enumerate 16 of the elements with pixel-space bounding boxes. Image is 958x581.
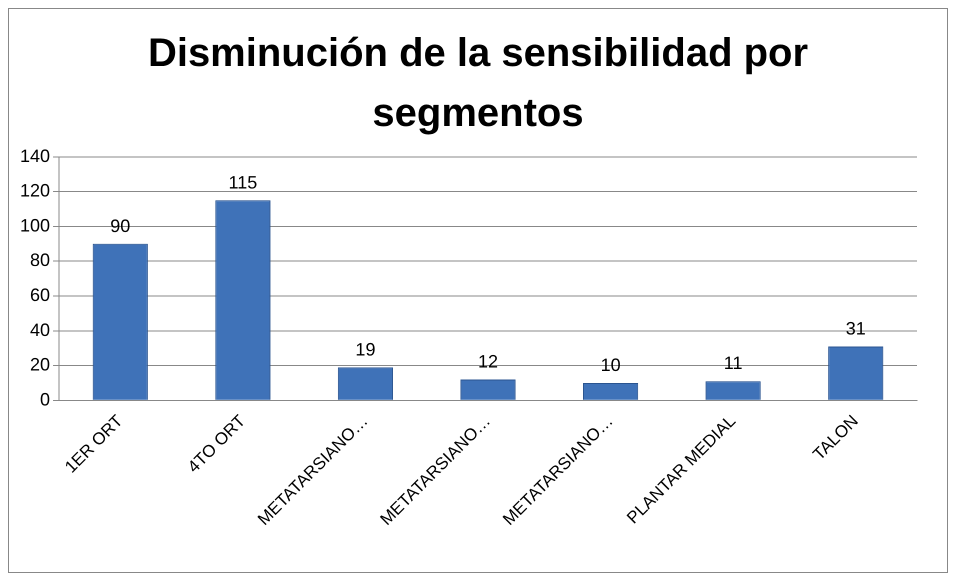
data-label: 11 (724, 353, 742, 374)
y-tick-label: 140 (20, 146, 50, 166)
data-label: 115 (228, 172, 258, 192)
y-tick-label: 120 (20, 180, 50, 201)
data-label: 90 (110, 216, 130, 236)
y-tick-label: 100 (20, 215, 50, 236)
data-label: 31 (846, 318, 866, 338)
data-label: 10 (600, 354, 621, 375)
y-tick-label: 0 (40, 389, 50, 410)
y-tick-label: 60 (30, 284, 50, 305)
y-tick-label: 20 (30, 354, 50, 375)
y-tick-label: 40 (30, 320, 50, 340)
data-label: 19 (355, 339, 376, 360)
data-label: 12 (478, 351, 498, 372)
y-tick-label: 80 (30, 250, 50, 270)
chart-title: Disminución de la sensibilidad por segmentos (146, 30, 810, 137)
